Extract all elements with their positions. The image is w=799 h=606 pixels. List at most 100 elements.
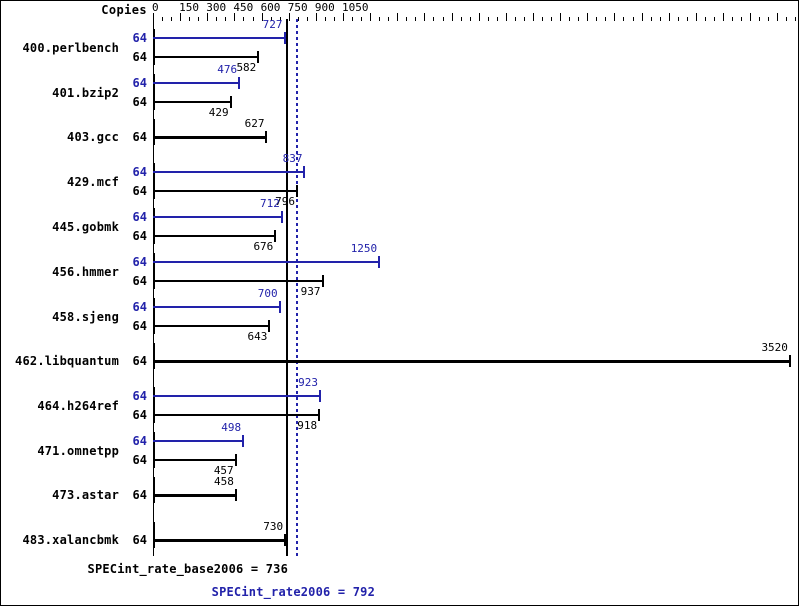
bar-peak-cap — [283, 32, 286, 44]
benchmark-label-473-astar: 473.astar — [52, 488, 119, 502]
x-axis-minor-tick — [741, 17, 743, 21]
value-label-peak-464-h264ref: 923 — [298, 376, 319, 390]
x-axis-major-tick — [478, 13, 480, 21]
x-axis-major-tick — [343, 13, 344, 21]
x-axis-minor-tick — [361, 17, 363, 21]
x-axis-minor-tick — [388, 17, 390, 21]
x-axis-minor-tick — [704, 17, 706, 21]
x-axis-major-tick — [451, 13, 453, 21]
bar-base-cap — [265, 130, 268, 143]
x-axis-tick-label: 450 — [233, 1, 254, 14]
x-axis-minor-tick — [578, 17, 580, 21]
copies-base-445-gobmk: 64 — [132, 229, 147, 244]
copies-base-400-perlbench: 64 — [132, 50, 147, 64]
benchmark-label-403-gcc: 403.gcc — [67, 129, 119, 144]
value-label-base-473-astar: 458 — [214, 475, 234, 488]
copies-peak-456-hmmer: 64 — [132, 255, 147, 269]
value-label-base-429-mcf: 796 — [275, 195, 296, 209]
x-axis-major-tick — [614, 13, 616, 21]
bar-base-473-astar — [153, 494, 236, 497]
x-axis-minor-tick — [306, 17, 308, 21]
x-axis-minor-tick — [198, 17, 200, 21]
x-axis-minor-tick — [442, 17, 444, 21]
bar-base-cap — [321, 275, 324, 287]
row-origin-tick — [153, 29, 155, 65]
copies-peak-401-bzip2: 64 — [132, 75, 147, 90]
x-axis-tick-label: 0 — [152, 1, 159, 14]
benchmark-label-456-hmmer: 456.hmmer — [52, 265, 119, 279]
copies-peak-429-mcf: 64 — [132, 165, 147, 180]
value-label-peak-429-mcf: 837 — [282, 152, 303, 166]
copies-base-471-omnetpp: 64 — [132, 453, 147, 468]
benchmark-label-429-mcf: 429.mcf — [67, 175, 119, 190]
bar-base-cap — [274, 230, 277, 243]
x-axis-major-tick — [234, 13, 236, 21]
reference-line-specint_rate_base2006 — [286, 19, 289, 556]
x-axis-minor-tick — [171, 17, 173, 21]
value-label-peak-456-hmmer: 1250 — [350, 242, 378, 255]
bar-peak-401-bzip2 — [153, 81, 240, 84]
copies-base-462-libquantum: 64 — [132, 353, 147, 368]
copies-peak-400-perlbench: 64 — [132, 31, 147, 45]
x-axis-minor-tick — [243, 17, 245, 21]
x-axis-minor-tick — [542, 17, 544, 21]
x-axis-tick-label: 750 — [287, 1, 308, 14]
copies-base-429-mcf: 64 — [132, 184, 147, 199]
bar-peak-471-omnetpp — [153, 440, 244, 443]
bar-base-cap — [788, 354, 791, 367]
bar-base-cap — [268, 319, 271, 332]
x-axis-minor-tick — [496, 17, 498, 21]
x-axis-minor-tick — [523, 17, 525, 21]
value-label-peak-458-sjeng: 700 — [257, 286, 278, 300]
x-axis-minor-tick — [713, 17, 715, 21]
x-axis-major-tick — [370, 13, 372, 21]
x-axis-minor-tick — [569, 17, 571, 21]
x-axis-minor-tick — [487, 17, 489, 21]
x-axis-minor-tick — [514, 17, 516, 21]
x-axis-major-tick — [668, 13, 670, 21]
x-axis-minor-tick — [225, 17, 227, 21]
x-axis-minor-tick — [551, 17, 553, 21]
row-origin-tick — [153, 477, 155, 503]
x-axis-minor-tick — [632, 17, 634, 21]
x-axis-major-tick — [587, 13, 589, 21]
bar-base-cap — [234, 454, 237, 467]
value-label-base-462-libquantum: 3520 — [761, 340, 788, 354]
bar-base-cap — [229, 95, 232, 108]
value-label-base-445-gobmk: 676 — [253, 240, 274, 254]
bar-peak-cap — [280, 211, 283, 224]
value-label-base-403-gcc: 627 — [244, 116, 265, 130]
bar-base-cap — [318, 409, 321, 422]
x-axis-minor-tick — [768, 17, 770, 21]
x-axis-minor-tick — [759, 17, 761, 21]
bar-base-cap — [257, 51, 260, 63]
x-axis-minor-tick — [333, 17, 335, 21]
bar-base-cap — [234, 489, 237, 501]
copies-peak-471-omnetpp: 64 — [132, 434, 147, 449]
x-axis-minor-tick — [686, 17, 688, 21]
value-label-peak-400-perlbench: 727 — [262, 18, 283, 31]
x-axis-minor-tick — [189, 17, 191, 21]
x-axis-major-tick — [315, 13, 317, 21]
x-axis-minor-tick — [650, 17, 652, 21]
benchmark-label-471-omnetpp: 471.omnetpp — [37, 444, 119, 459]
copies-base-456-hmmer: 64 — [132, 274, 147, 288]
x-axis-minor-tick — [786, 17, 788, 21]
bar-base-458-sjeng — [153, 324, 270, 327]
copies-column-header: Copies — [101, 3, 147, 17]
value-label-peak-471-omnetpp: 498 — [221, 421, 242, 435]
value-label-base-464-h264ref: 918 — [297, 419, 318, 433]
bar-base-483-xalancbmk — [153, 538, 286, 542]
x-axis-tick-label: 150 — [179, 1, 200, 14]
bar-peak-400-perlbench — [153, 37, 285, 39]
x-axis-major-tick — [505, 13, 507, 21]
bar-base-471-omnetpp — [153, 459, 236, 462]
x-axis-minor-tick — [677, 17, 679, 21]
row-origin-tick — [153, 208, 155, 245]
copies-base-458-sjeng: 64 — [132, 318, 147, 333]
benchmark-label-483-xalancbmk: 483.xalancbmk — [22, 532, 119, 547]
x-axis-major-tick — [723, 13, 724, 21]
x-axis-minor-tick — [406, 17, 408, 21]
value-label-peak-401-bzip2: 476 — [217, 62, 238, 76]
